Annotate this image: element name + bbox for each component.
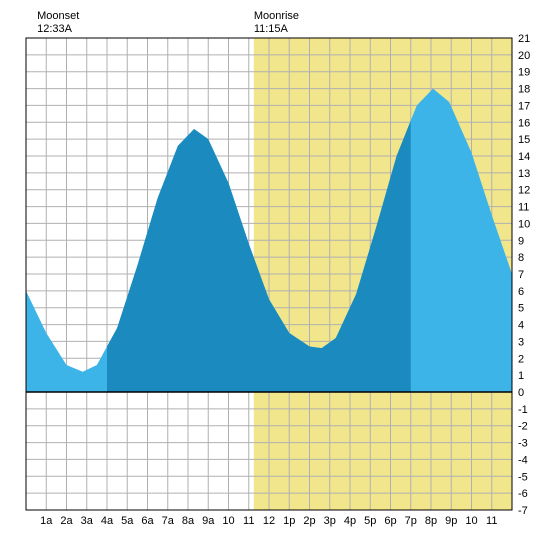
x-tick-label: 5p [364,515,376,527]
y-tick-label: 1 [518,370,524,382]
x-tick-label: 7p [405,515,417,527]
x-tick-label: 9a [202,515,215,527]
x-tick-label: 4p [344,515,356,527]
y-tick-label: 7 [518,269,524,281]
x-tick-label: 2a [60,515,73,527]
x-axis: 1a 2a 3a 4a 5a 6a 7a 8a 9a 10 11 12 1p 2p 3p 4p 5p 6p 7p 8p… [40,515,497,527]
y-tick-label: 15 [518,134,530,146]
y-tick-label: -7 [518,505,528,517]
x-tick-label: 10 [222,515,234,527]
x-tick-label: 11 [486,515,497,527]
tide-chart: Moonset 12:33A Moonrise 11:15A -7-6-5-4-… [10,10,540,540]
y-tick-label: 4 [518,320,524,332]
x-tick-label: 3a [81,515,94,527]
y-tick-label: 3 [518,336,524,348]
x-tick-label: 1a [40,515,53,527]
y-tick-label: 11 [518,202,529,214]
tide-svg: -7-6-5-4-3-2-101234567891011121314151617… [10,10,540,540]
moonset-title: Moonset [37,10,79,23]
moonrise-label: Moonrise 11:15A [254,10,299,36]
x-tick-label: 11 [243,515,254,527]
y-tick-label: 6 [518,286,524,298]
y-tick-label: 20 [518,50,530,62]
x-tick-label: 8a [182,515,195,527]
x-tick-label: 10 [465,515,477,527]
y-tick-label: 19 [518,67,530,79]
x-tick-label: 3p [324,515,336,527]
moonset-label: Moonset 12:33A [37,10,79,36]
x-tick-label: 7a [162,515,175,527]
x-tick-label: 4a [101,515,114,527]
y-tick-label: 21 [518,33,530,45]
y-tick-label: 13 [518,168,530,180]
y-tick-label: 12 [518,185,530,197]
y-tick-label: 2 [518,353,524,365]
y-tick-label: -3 [518,438,528,450]
y-tick-label: -2 [518,421,528,433]
x-tick-label: 2p [303,515,315,527]
y-tick-label: 9 [518,235,524,247]
y-tick-label: -6 [518,488,528,500]
x-tick-label: 12 [263,515,275,527]
x-tick-label: 1p [283,515,295,527]
x-tick-label: 9p [445,515,457,527]
x-tick-label: 6p [384,515,396,527]
y-tick-label: 16 [518,117,530,129]
x-tick-label: 5a [121,515,134,527]
y-tick-label: -1 [518,404,528,416]
x-tick-label: 6a [141,515,154,527]
moonrise-time: 11:15A [254,23,299,36]
moonset-time: 12:33A [37,23,79,36]
y-tick-label: 14 [518,151,530,163]
y-tick-label: 0 [518,387,524,399]
y-tick-label: 18 [518,84,530,96]
y-tick-label: 17 [518,100,530,112]
x-tick-label: 8p [425,515,437,527]
y-tick-label: 10 [518,218,530,230]
y-tick-label: 8 [518,252,524,264]
y-axis: -7-6-5-4-3-2-101234567891011121314151617… [518,33,530,517]
moonrise-title: Moonrise [254,10,299,23]
y-tick-label: 5 [518,303,524,315]
y-tick-label: -4 [518,454,528,466]
y-tick-label: -5 [518,471,528,483]
